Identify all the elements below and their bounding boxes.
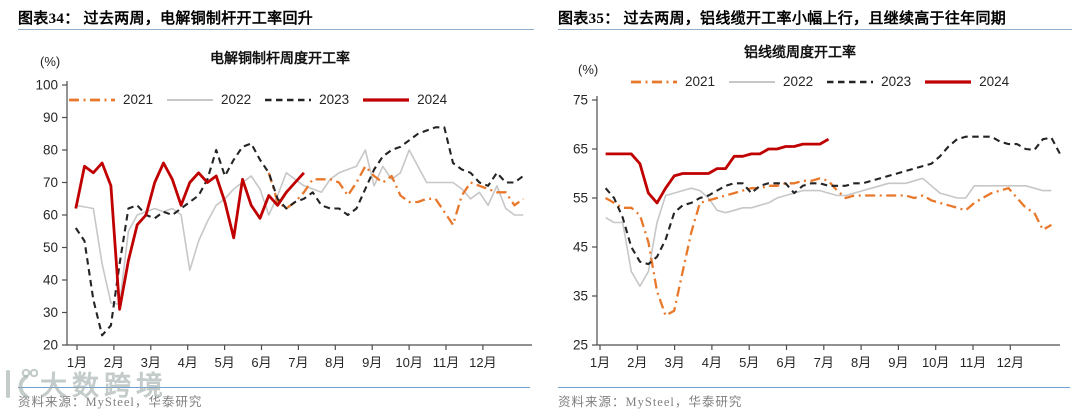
legend-item-2021: 2021 xyxy=(630,74,715,89)
header-rule xyxy=(558,29,1072,30)
chart-title: 铝线缆周度开工率 xyxy=(744,46,856,61)
legend-swatch-2021 xyxy=(631,80,677,83)
legend-swatch-2023 xyxy=(827,80,874,83)
line-2023 xyxy=(74,126,524,337)
line-2022 xyxy=(605,177,1052,287)
x-tick-label: 11月 xyxy=(960,355,987,370)
legend-item-2023: 2023 xyxy=(264,92,349,107)
x-tick-label: 5月 xyxy=(739,355,759,370)
x-tick-label: 10月 xyxy=(922,355,949,370)
x-tick-label: 12月 xyxy=(997,355,1024,370)
legend-label: 2021 xyxy=(123,92,154,107)
legend-item-2022: 2022 xyxy=(728,74,813,89)
x-tick-label: 11月 xyxy=(433,355,460,370)
legend-swatch-2024 xyxy=(363,97,410,102)
legend-item-2023: 2023 xyxy=(826,74,911,89)
x-tick-label: 8月 xyxy=(325,355,345,370)
line-2024 xyxy=(74,161,305,311)
legend-label: 2024 xyxy=(417,92,448,107)
x-tick-label: 7月 xyxy=(814,355,834,370)
line-2022 xyxy=(75,149,524,306)
legend-swatch-2022 xyxy=(167,98,214,101)
x-tick-label: 1月 xyxy=(67,355,87,370)
y-tick-label: 70 xyxy=(43,175,58,190)
legend-label: 2022 xyxy=(221,92,252,107)
y-tick-label: 50 xyxy=(43,240,58,255)
panel-copper-rod: 图表34： 过去两周，电解铜制杆开工率回升 电解铜制杆周度开工率 (%) 202… xyxy=(18,11,534,409)
line-2023 xyxy=(604,135,1061,266)
y-tick-label: 90 xyxy=(43,110,58,125)
x-tick-label: 9月 xyxy=(888,355,908,370)
figure-header: 图表35： 过去两周，铝线缆开工率小幅上行，且继续高于往年同期 xyxy=(558,11,1007,27)
y-tick-label: 45 xyxy=(573,240,588,255)
line-2021 xyxy=(605,177,1052,317)
legend-label: 2024 xyxy=(979,74,1010,89)
y-axis-unit: (%) xyxy=(40,54,61,69)
axis-lines xyxy=(596,96,1060,346)
legend-label: 2022 xyxy=(783,74,814,89)
y-tick-label: 75 xyxy=(573,93,588,108)
x-tick-label: 5月 xyxy=(214,355,234,370)
legend-item-2024: 2024 xyxy=(924,74,1009,89)
legend-1: 2021 2022 2023 2024 xyxy=(630,74,1022,89)
x-tick-label: 9月 xyxy=(362,355,382,370)
y-axis-labels: 25 35 45 55 65 75 xyxy=(573,93,597,353)
y-tick-label: 100 xyxy=(35,78,58,93)
y-axis-unit: (%) xyxy=(578,62,599,77)
header-rule xyxy=(18,29,534,30)
legend-item-2021: 2021 xyxy=(68,92,153,107)
x-tick-label: 7月 xyxy=(288,355,308,370)
y-tick-label: 30 xyxy=(43,305,58,320)
x-tick-label: 2月 xyxy=(627,355,647,370)
y-tick-label: 60 xyxy=(43,208,58,223)
x-tick-label: 4月 xyxy=(178,355,198,370)
legend-swatch-2022 xyxy=(729,80,776,83)
y-tick-label: 65 xyxy=(573,142,588,157)
figure-header: 图表34： 过去两周，电解铜制杆开工率回升 xyxy=(18,11,314,27)
y-tick-label: 25 xyxy=(573,338,588,353)
legend-swatch-2024 xyxy=(925,79,972,84)
chart-svg-0: 20 30 40 50 60 70 80 90 100 1月 2月 3月 4月 5月 6月 7月 8月 9月 10月… xyxy=(35,78,532,370)
panel-aluminum-cable: 图表35： 过去两周，铝线缆开工率小幅上行，且继续高于往年同期 铝线缆周度开工率… xyxy=(540,0,1080,410)
legend-swatch-2021 xyxy=(69,98,115,101)
legend-item-2024: 2024 xyxy=(362,92,447,107)
y-tick-label: 55 xyxy=(573,191,588,206)
x-axis-labels: 1月 2月 3月 4月 5月 6月 7月 8月 9月 10月 11月 12月 xyxy=(67,345,497,370)
legend-label: 2023 xyxy=(319,92,350,107)
legend-swatch-2023 xyxy=(265,98,312,101)
bottom-rule xyxy=(18,387,530,388)
y-tick-label: 20 xyxy=(43,338,58,353)
x-tick-label: 12月 xyxy=(469,355,496,370)
chart-svg-1: 25 35 45 55 65 75 1月 2月 3月 4月 5月 6月 7月 8月 9月 10月 11月 12月 xyxy=(573,93,1061,370)
x-tick-label: 6月 xyxy=(776,355,796,370)
x-tick-label: 6月 xyxy=(251,355,271,370)
y-tick-label: 35 xyxy=(573,289,588,304)
x-tick-label: 4月 xyxy=(702,355,722,370)
legend-label: 2023 xyxy=(881,74,912,89)
legend-label: 2021 xyxy=(685,74,716,89)
x-tick-label: 8月 xyxy=(851,355,871,370)
x-tick-label: 10月 xyxy=(395,355,422,370)
y-tick-label: 80 xyxy=(43,143,58,158)
legend-item-2022: 2022 xyxy=(166,92,251,107)
source-text: 资料来源：MySteel，华泰研究 xyxy=(18,395,203,409)
axis-lines xyxy=(66,81,532,346)
bottom-rule xyxy=(558,387,1070,388)
y-tick-label: 40 xyxy=(43,273,58,288)
x-tick-label: 2月 xyxy=(104,355,124,370)
y-axis-labels: 20 30 40 50 60 70 80 90 100 xyxy=(35,78,67,353)
source-text: 资料来源：MySteel，华泰研究 xyxy=(558,395,743,409)
x-axis-labels: 1月 2月 3月 4月 5月 6月 7月 8月 9月 10月 11月 12月 xyxy=(590,345,1024,370)
line-2021 xyxy=(267,165,524,226)
x-tick-label: 3月 xyxy=(664,355,684,370)
x-tick-label: 3月 xyxy=(141,355,161,370)
x-tick-label: 1月 xyxy=(590,355,610,370)
chart-title: 电解铜制杆周度开工率 xyxy=(210,52,350,67)
legend-0: 2021 2022 2023 2024 xyxy=(68,92,460,107)
line-2024 xyxy=(605,137,830,205)
